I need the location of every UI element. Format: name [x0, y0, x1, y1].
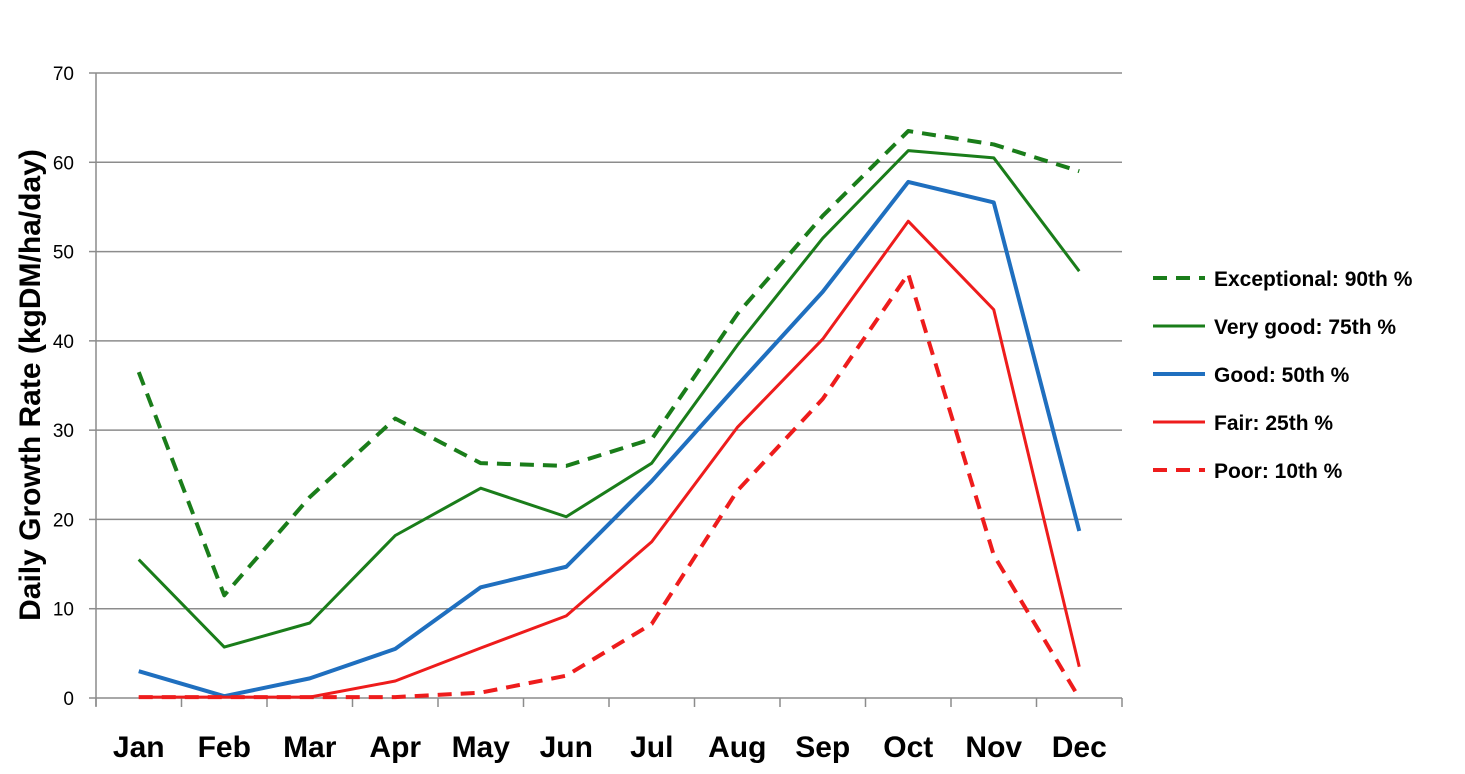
y-tick-label: 10: [53, 600, 74, 621]
x-tick-label: Nov: [965, 731, 1022, 764]
gridlines: [96, 72, 1122, 610]
series-line: [136, 129, 1080, 598]
x-tick-label: Feb: [198, 731, 251, 764]
axes: [89, 72, 1123, 707]
x-tick-label: Jan: [113, 731, 165, 764]
y-tick-label: 70: [53, 64, 74, 85]
y-tick-label: 20: [53, 510, 74, 531]
series-line: [138, 179, 1082, 699]
legend-label: Poor: 10th %: [1214, 460, 1343, 483]
legend-label: Good: 50th %: [1214, 364, 1350, 387]
series-lines: [136, 129, 1082, 700]
x-tick-label: Jul: [630, 731, 673, 764]
x-tick-label: Oct: [883, 731, 933, 764]
y-tick-label: 60: [53, 153, 74, 174]
legend-label: Exceptional: 90th %: [1214, 268, 1413, 291]
y-tick-label: 0: [63, 689, 74, 710]
y-tick-label: 50: [53, 243, 74, 264]
x-tick-label: Jun: [540, 731, 593, 764]
x-tick-label: Apr: [369, 731, 421, 764]
y-tick-labels: 0 10 20 30 40 50 60 70: [53, 64, 74, 710]
x-tick-label: Aug: [708, 731, 766, 764]
legend-label: Fair: 25th %: [1214, 412, 1333, 435]
x-tick-labels: Jan Feb Mar Apr May Jun Jul Aug Sep Oct Nov Dec: [113, 731, 1107, 764]
legend-label: Very good: 75th %: [1214, 316, 1396, 339]
y-tick-label: 40: [53, 332, 74, 353]
x-tick-label: Sep: [795, 731, 850, 764]
x-tick-label: Mar: [283, 731, 337, 764]
x-tick-label: Dec: [1052, 731, 1107, 764]
x-tick-label: May: [452, 731, 511, 764]
series-line: [138, 271, 1081, 700]
y-axis-label: Daily Growth Rate (kgDM/ha/day): [14, 149, 47, 621]
series-line: [137, 149, 1081, 649]
series-line: [138, 219, 1081, 699]
legend: Exceptional: 90th % Very good: 75th % Good…: [1153, 268, 1413, 483]
y-tick-label: 30: [53, 421, 74, 442]
